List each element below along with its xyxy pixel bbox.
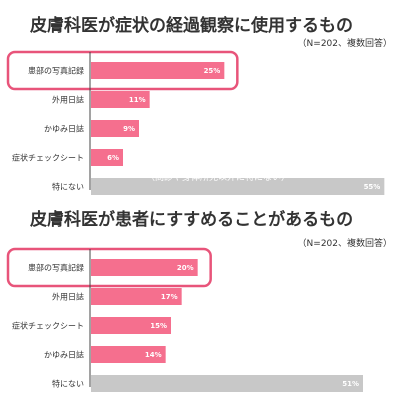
- chart-1-bar: [91, 149, 123, 166]
- chart-1-value-label: 55%: [364, 183, 381, 191]
- chart-2-value-label: 17%: [161, 293, 178, 301]
- chart-1: 皮膚科医が症状の経過観察に使用するもの （N=202、複数回答） 患部の写真記録…: [6, 15, 392, 195]
- chart-2-title: 皮膚科医が患者にすすめることがあるもの: [30, 209, 353, 230]
- chart-2-category-label: 症状チェックシート: [12, 321, 84, 331]
- chart-1-category-label: 症状チェックシート: [12, 153, 84, 163]
- chart-1-highlight-box: [6, 50, 239, 91]
- chart-1-value-label: 25%: [204, 67, 221, 75]
- chart-1-bar: [91, 178, 385, 195]
- chart-2-value-label: 51%: [342, 380, 359, 388]
- chart-2-bars: [91, 259, 363, 392]
- chart-1-value-label: 6%: [107, 154, 119, 162]
- chart-2-value-label: 14%: [145, 351, 162, 359]
- chart-2-value-label: 15%: [150, 322, 167, 330]
- chart-1-value-labels: 25% 11% 9% 6% 55%: [107, 67, 380, 191]
- chart-1-subtitle: （N=202、複数回答）: [298, 37, 392, 49]
- chart-2-category-label: 特にない: [52, 379, 84, 389]
- chart-2-bar: [91, 317, 171, 334]
- chart-1-category-label: 外用日誌: [52, 95, 84, 105]
- chart-2-category-label: 患部の写真記録: [28, 263, 84, 273]
- chart-2-highlight-box: [6, 247, 212, 288]
- chart-1-bar: [91, 62, 225, 79]
- chart-2-bar: [91, 259, 198, 276]
- chart-1-category-label: かゆみ日誌: [44, 124, 84, 134]
- chart-1-category-label: 特にない: [52, 182, 84, 192]
- chart-2-value-labels: 20% 17% 15% 14% 51%: [145, 264, 359, 388]
- chart-1-value-label: 11%: [129, 96, 146, 104]
- chart-1-bar: [91, 91, 150, 108]
- chart-2-value-label: 20%: [177, 264, 194, 272]
- chart-1-value-label: 9%: [123, 125, 135, 133]
- chart-2-subtitle: （N=202、複数回答）: [298, 237, 392, 249]
- chart-2-highlight-outline: [6, 247, 212, 288]
- chart-1-bar: [91, 120, 139, 137]
- chart-2-bar: [91, 288, 182, 305]
- chart-1-category-label: 患部の写真記録: [28, 66, 84, 76]
- chart-1-annotation: （問診や身体所見以外に特にない）: [146, 171, 290, 183]
- chart-1-bars: [91, 62, 385, 195]
- chart-2: 皮膚科医が患者にすすめることがあるもの （N=202、複数回答） 患部の写真記録…: [6, 209, 392, 392]
- chart-1-highlight-outline: [6, 50, 239, 91]
- chart-2-category-label: かゆみ日誌: [44, 350, 84, 360]
- chart-2-category-label: 外用日誌: [52, 292, 84, 302]
- chart-1-title: 皮膚科医が症状の経過観察に使用するもの: [30, 15, 353, 36]
- chart-2-bar: [91, 346, 166, 363]
- chart-2-bar: [91, 375, 363, 392]
